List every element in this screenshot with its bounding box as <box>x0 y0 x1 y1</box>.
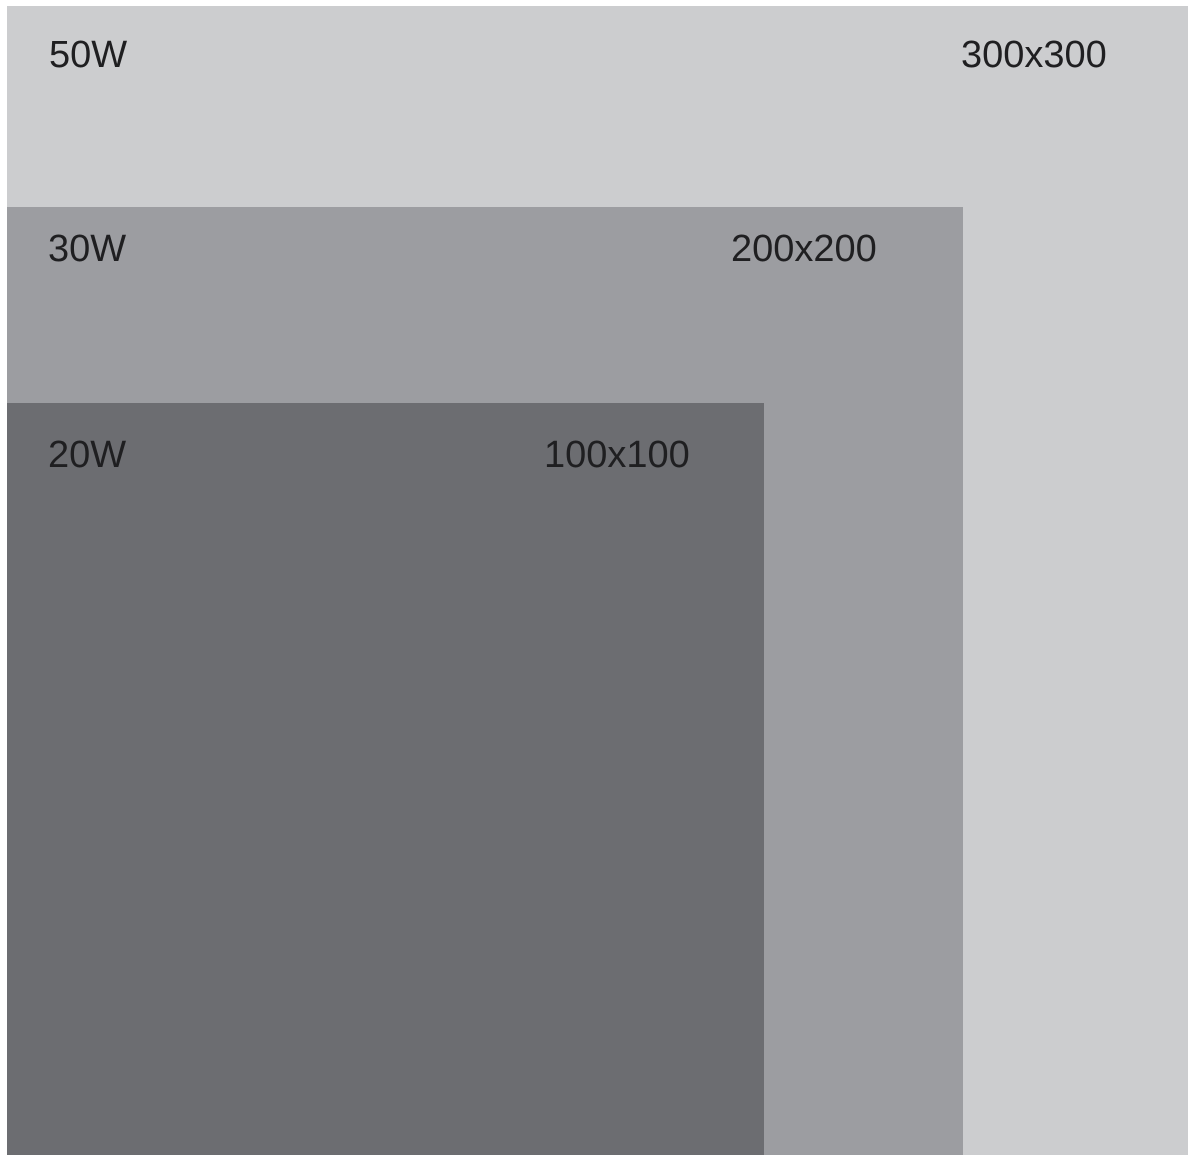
panel-wattage-label: 30W <box>48 228 127 270</box>
panel-dimension-label: 300x300 <box>961 34 1107 76</box>
panel-wattage-label: 20W <box>48 434 127 476</box>
panel-100x100: 20W 100x100 <box>7 403 764 1155</box>
panel-wattage-label: 50W <box>49 34 128 76</box>
panel-dimension-label: 200x200 <box>731 228 877 270</box>
panel-dimension-label: 100x100 <box>544 434 690 476</box>
